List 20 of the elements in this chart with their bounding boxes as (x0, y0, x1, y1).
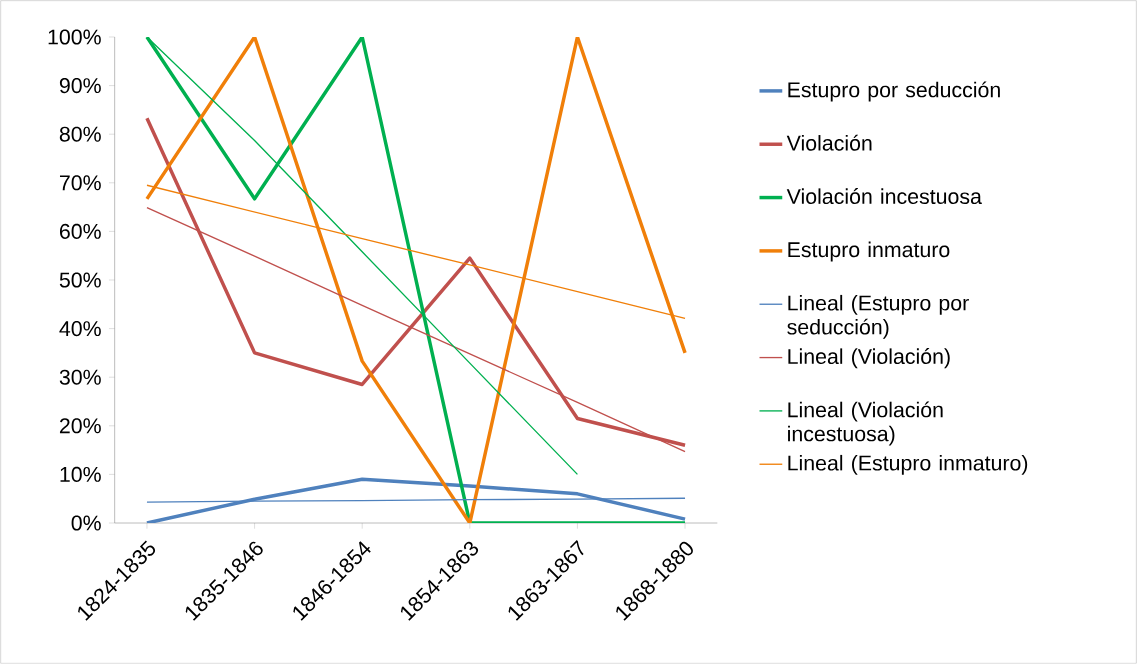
y-tick-label: 20% (59, 418, 101, 434)
legend-label: Violación (786, 134, 872, 151)
legend-label: Lineal (Violación) (788, 348, 950, 369)
legend-label: Lineal (Estupro inmaturo) (788, 454, 1028, 475)
y-tick-label: 40% (59, 321, 101, 337)
y-tick-label: 60% (59, 223, 101, 239)
y-tick-label: 70% (59, 175, 101, 191)
y-tick-label: 90% (59, 78, 101, 94)
line-series (145, 477, 687, 523)
y-tick-label: 80% (59, 126, 101, 142)
legend-label: Violación incestuosa (786, 188, 982, 205)
y-tick-label: 0% (71, 515, 101, 531)
legend-label: Estupro por seducción (788, 81, 1000, 102)
legend-label: Lineal (Estupro por seducción) (787, 294, 969, 339)
y-tick-label: 100% (48, 29, 101, 45)
y-tick-label: 10% (60, 466, 101, 482)
legend-label: Estupro inmaturo (788, 241, 950, 262)
legend-label: Lineal (Violación incestuosa) (788, 401, 943, 446)
y-tick-label: 50% (59, 272, 101, 288)
y-tick-label: 30% (59, 369, 101, 385)
